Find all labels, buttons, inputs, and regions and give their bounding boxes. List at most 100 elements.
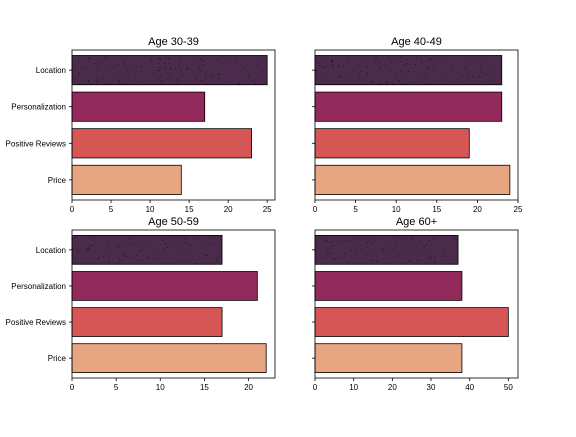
bar-texture-dot: [332, 66, 334, 68]
bar-texture-dot: [149, 242, 151, 244]
bar-texture-dot: [140, 66, 142, 67]
bar-texture-dot: [117, 64, 119, 66]
bar-texture-dot: [379, 62, 381, 64]
bar-texture-dot: [136, 255, 138, 257]
bar-texture-dot: [354, 249, 356, 251]
bar-age-40-49-price: [314, 164, 511, 195]
bar-texture-dot: [175, 67, 176, 69]
bar-texture-dot: [493, 70, 495, 72]
bar-texture-dot: [325, 66, 327, 67]
bar-texture-dot: [372, 243, 374, 245]
bar-texture-dot: [97, 78, 99, 80]
bar-texture-dot: [358, 73, 360, 75]
bar-texture-dot: [336, 240, 338, 242]
bar-texture-dot: [82, 67, 84, 69]
bar-texture-dot: [451, 69, 453, 71]
bar-texture-dot: [332, 259, 334, 261]
bar-texture-dot: [361, 63, 363, 65]
bar-texture-dot: [108, 64, 110, 66]
bar-texture-dot: [178, 65, 180, 67]
x-tick-label: 20: [244, 383, 253, 392]
bar-texture-dot: [441, 61, 442, 62]
x-tick-label: 5: [353, 205, 358, 214]
bar-texture-dot: [203, 254, 205, 256]
bar-texture-dot: [163, 62, 165, 64]
x-tick-label: 0: [313, 383, 318, 392]
bar-texture-dot: [346, 56, 348, 58]
bar-texture-dot: [415, 57, 417, 59]
x-tick-label: 0: [70, 383, 75, 392]
bar-texture-dot: [106, 241, 108, 243]
bar-texture-dot: [157, 252, 159, 254]
bar-texture-dot: [157, 66, 159, 68]
bar-texture-dot: [211, 73, 213, 75]
bar-texture-dot: [96, 68, 98, 70]
bar-texture-dot: [350, 240, 352, 242]
bar-texture-dot: [73, 248, 74, 250]
bar-texture-dot: [411, 238, 413, 240]
bar-texture-dot: [469, 61, 471, 63]
bar-texture-dot: [426, 243, 428, 245]
bar-texture-dot: [432, 238, 434, 240]
bar-texture-dot: [147, 256, 149, 258]
bar-texture-dot: [453, 262, 455, 264]
bar-texture-dot: [424, 74, 426, 76]
bar-texture-dot: [344, 253, 346, 254]
bar-texture-dot: [119, 80, 121, 82]
bar-texture-dot: [466, 73, 468, 75]
bar-texture-dot: [235, 60, 237, 62]
bar-texture-dot: [359, 76, 360, 78]
bar-texture-dot: [424, 82, 426, 84]
bar-texture-dot: [225, 81, 227, 83]
bar-texture-dot: [77, 60, 79, 62]
bar-texture-dot: [325, 240, 327, 242]
axes-frame: [71, 229, 276, 379]
bar-texture-dot: [204, 254, 206, 256]
y-tick-label-personalization: Personalization: [11, 282, 66, 291]
bar-age-60-positive-reviews: [314, 307, 509, 337]
bar-texture-dot: [210, 242, 212, 244]
bar-texture-dot: [165, 67, 167, 69]
bar-texture-dot: [428, 255, 430, 256]
bar-texture-dot: [455, 239, 457, 241]
bar-texture-dot: [380, 83, 381, 85]
x-tick-label: 0: [313, 205, 318, 214]
bar-age-30-39-price: [71, 164, 182, 195]
bar-texture-dot: [217, 73, 219, 75]
bar-texture-dot: [186, 68, 188, 70]
bar-age-50-59-price: [71, 343, 267, 373]
bar-texture-dot: [88, 247, 89, 249]
bar-texture-dot: [348, 261, 349, 263]
bar-texture-dot: [352, 70, 354, 72]
bar-texture-dot: [213, 236, 215, 238]
bar-texture-dot: [382, 250, 384, 252]
bar-texture-dot: [186, 67, 188, 69]
x-tick-label: 25: [514, 205, 523, 214]
bar-texture-dot: [409, 261, 411, 263]
bar-texture-dot: [318, 63, 320, 65]
bar-texture-dot: [166, 247, 168, 248]
bar-texture-dot: [190, 245, 192, 247]
bar-texture-dot: [200, 58, 201, 60]
bar-texture-dot: [390, 62, 392, 64]
bar-texture-dot: [339, 241, 341, 243]
bar-texture-dot: [127, 69, 128, 71]
bar-texture-dot: [238, 82, 240, 84]
bar-texture-dot: [353, 237, 355, 239]
bar-texture-dot: [363, 239, 365, 241]
bar-texture-dot: [362, 250, 364, 252]
bar-texture-dot: [104, 56, 106, 58]
bar-texture-dot: [125, 256, 127, 258]
bar-texture-dot: [130, 243, 132, 245]
bar-texture-dot: [117, 79, 119, 81]
y-tick-label-positive-reviews: Positive Reviews: [6, 318, 66, 327]
bar-texture-dot: [99, 62, 101, 64]
bar-texture-dot: [430, 257, 431, 259]
x-tick-label: 15: [432, 205, 441, 214]
bar-texture-dot: [366, 243, 368, 245]
bar-texture-dot: [479, 76, 480, 78]
bar-texture-dot: [366, 247, 368, 249]
bar-texture-dot: [473, 57, 475, 59]
bar-texture-dot: [85, 66, 87, 68]
bar-texture-dot: [161, 82, 163, 84]
